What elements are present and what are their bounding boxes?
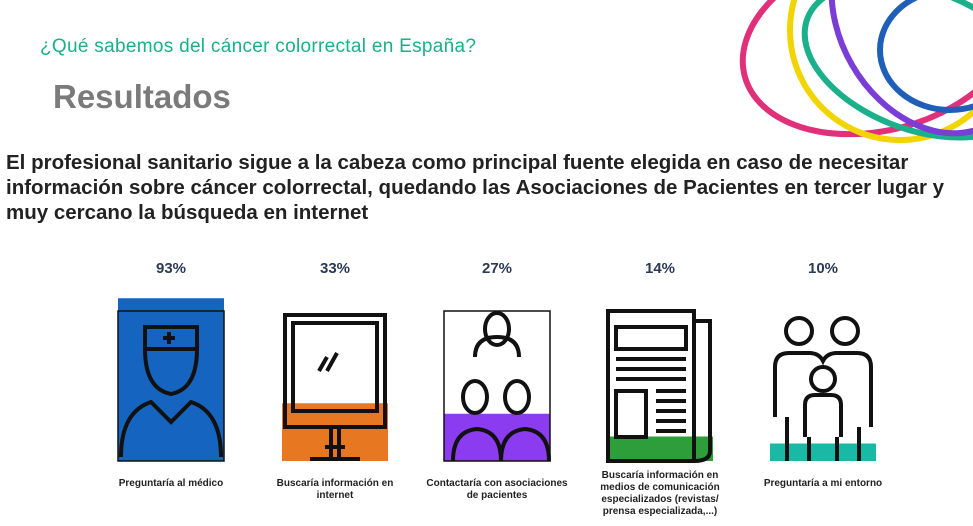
category-label: Buscaría información en internet — [276, 478, 394, 501]
category-label: Buscaría información en medios de comuni… — [600, 470, 720, 517]
icon-group — [606, 309, 712, 463]
icon-frame — [117, 310, 225, 462]
icon — [451, 334, 551, 462]
icon-group — [773, 316, 873, 461]
icon — [503, 379, 531, 415]
bar — [607, 436, 713, 461]
icon — [119, 325, 223, 458]
value-label: 93% — [156, 260, 186, 277]
value-label: 14% — [645, 260, 675, 277]
icon — [830, 316, 860, 346]
headline: El profesional sanitario sigue a la cabe… — [6, 151, 945, 224]
category-label: Preguntaría al médico — [118, 478, 224, 489]
icon — [483, 311, 511, 347]
icon-group — [443, 310, 551, 462]
icon — [773, 351, 873, 461]
value-label: 10% — [808, 260, 838, 277]
bar — [118, 298, 224, 461]
value-label: 27% — [482, 260, 512, 277]
icon-group — [117, 310, 225, 462]
bar — [770, 443, 876, 461]
category-label: Preguntaría a mi entorno — [763, 478, 883, 489]
icon — [784, 316, 814, 346]
title: Resultados — [53, 78, 231, 115]
category-label: Contactaría con asociaciones de paciente… — [426, 478, 568, 501]
icon — [809, 365, 837, 393]
icon-group — [283, 313, 387, 461]
icon — [283, 313, 387, 461]
icon — [606, 309, 712, 463]
subtitle: ¿Qué sabemos del cáncer colorrectal en E… — [40, 36, 477, 57]
icon — [461, 379, 489, 415]
value-label: 33% — [320, 260, 350, 277]
